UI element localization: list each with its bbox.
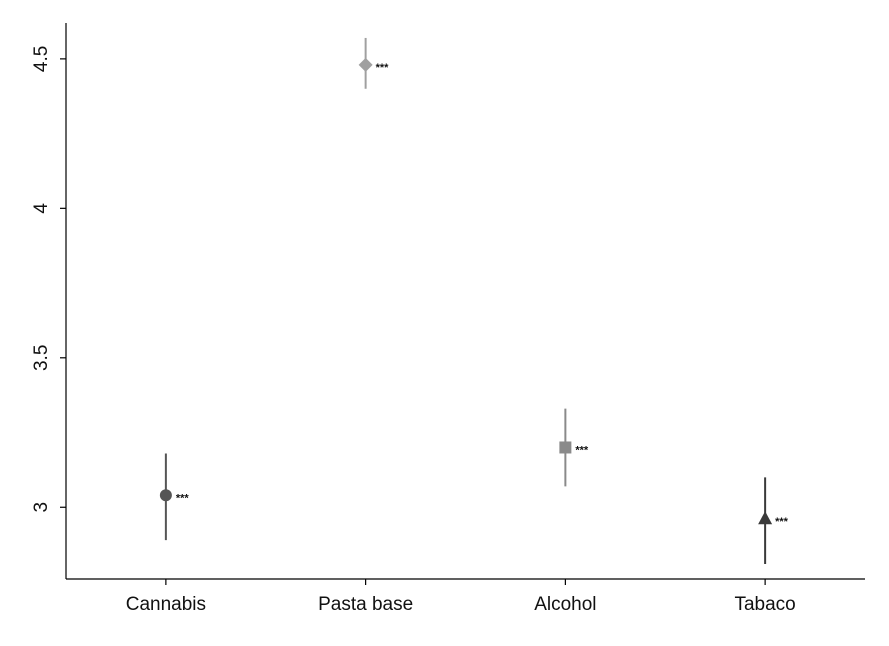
y-tick-label: 4.5 [31, 46, 52, 72]
point-marker [159, 489, 172, 502]
significance-label: *** [376, 62, 390, 74]
x-axis-ticks: Cannabis Pasta base Alcohol Tabaco [126, 579, 796, 615]
point-marker [358, 57, 373, 72]
significance-label: *** [775, 516, 789, 528]
x-tick-label: Pasta base [318, 594, 413, 615]
point-marker [559, 441, 572, 454]
significance-label: *** [575, 444, 589, 456]
point-marker [758, 511, 773, 525]
y-tick-label: 3 [31, 502, 52, 513]
y-axis-ticks: 3 3.5 4 4.5 [31, 46, 66, 513]
data-marks: *** *** *** *** [159, 37, 789, 565]
significance-label: *** [176, 492, 190, 504]
y-tick-label: 3.5 [31, 345, 52, 371]
x-tick-label: Tabaco [734, 594, 795, 615]
x-tick-label: Alcohol [534, 594, 596, 615]
x-tick-label: Cannabis [126, 594, 206, 615]
y-tick-label: 4 [31, 203, 52, 214]
